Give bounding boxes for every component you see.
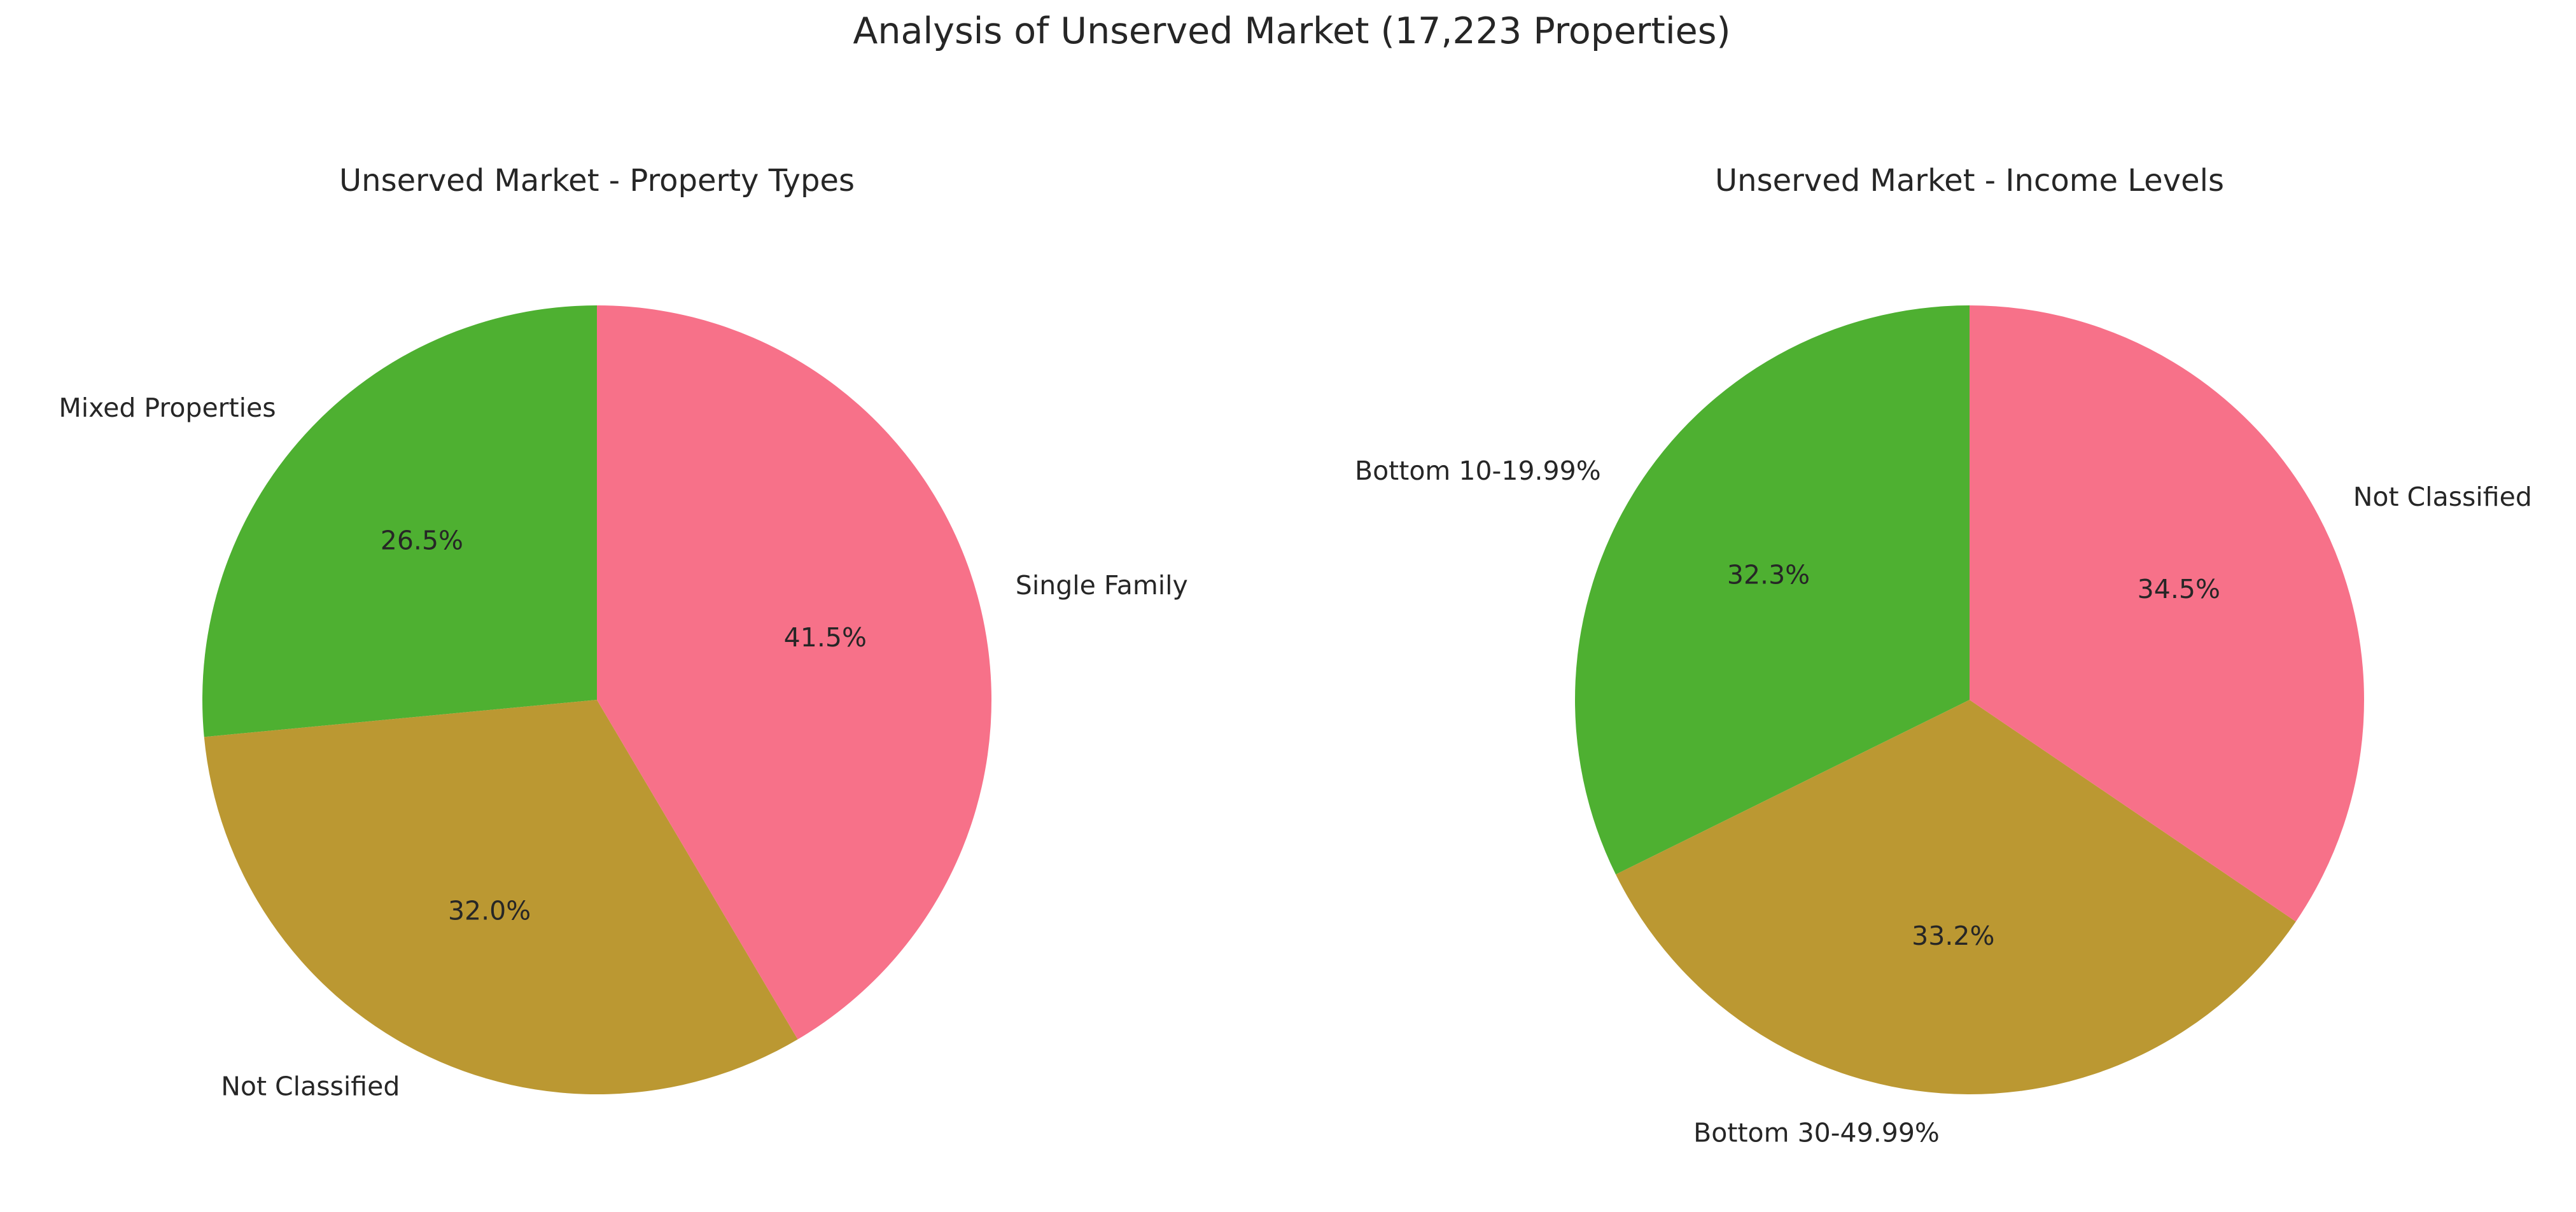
pie-slice-single-family	[597, 305, 992, 1040]
chart-title-property-types: Unserved Market - Property Types	[339, 163, 855, 199]
pie-slices-property-types	[202, 305, 992, 1095]
slice-percent-mixed-properties: 26.5%	[381, 526, 463, 556]
pie-chart-income-levels: Unserved Market - Income Levels Bottom 1…	[1355, 163, 2532, 1148]
pie-slice-not-classified	[204, 700, 798, 1095]
slice-label-bottom-10-19-99: Bottom 10-19.99%	[1355, 456, 1601, 486]
pie-slice-bottom-30-49-99	[1616, 700, 2296, 1095]
pie-slice-not-classified	[1970, 305, 2364, 922]
slice-percent-bottom-30-49-99: 33.2%	[1912, 921, 1994, 951]
slice-percent-bottom-10-19-99: 32.3%	[1727, 560, 1810, 590]
slice-label-single-family: Single Family	[1016, 570, 1188, 601]
slice-label-mixed-properties: Mixed Properties	[59, 393, 276, 423]
slice-label-bottom-30-49-99: Bottom 30-49.99%	[1693, 1117, 1940, 1148]
slice-percent-not-classified: 32.0%	[448, 896, 531, 926]
slice-percent-single-family: 41.5%	[784, 622, 867, 653]
pie-slice-bottom-10-19-99	[1574, 305, 1970, 875]
slice-label-not-classified: Not Classified	[2353, 482, 2532, 512]
slice-percent-not-classified: 34.5%	[2138, 574, 2220, 604]
slice-label-not-classified: Not Classified	[221, 1071, 400, 1102]
pie-labels-income-levels: Bottom 10-19.99% 32.3% Bottom 30-49.99% 33.…	[1355, 456, 2532, 1148]
pie-labels-property-types: Mixed Properties 26.5% Not Classified 32.0%…	[59, 393, 1187, 1102]
pie-slices-income-levels	[1574, 305, 2364, 1095]
figure-title: Analysis of Unserved Market (17,223 Prop…	[853, 10, 1730, 52]
pie-chart-property-types: Unserved Market - Property Types Mixed P…	[59, 163, 1187, 1102]
chart-title-income-levels: Unserved Market - Income Levels	[1715, 163, 2224, 199]
pie-slice-mixed-properties	[202, 305, 597, 737]
